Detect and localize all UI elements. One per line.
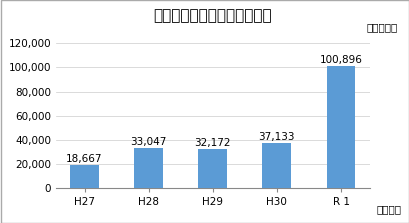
- Bar: [134, 148, 163, 188]
- Title: ふるさと新潟応援寄付金実績: ふるさと新潟応援寄付金実績: [153, 8, 272, 23]
- Text: 37,133: 37,133: [258, 132, 294, 142]
- Text: 100,896: 100,896: [319, 55, 362, 65]
- Bar: [326, 66, 355, 188]
- Bar: [262, 143, 291, 188]
- Text: 18,667: 18,667: [66, 154, 103, 164]
- Text: 33,047: 33,047: [130, 136, 166, 147]
- Text: （年度）: （年度）: [376, 205, 401, 215]
- Text: 32,172: 32,172: [194, 138, 230, 148]
- Text: 単位：千円: 単位：千円: [366, 22, 397, 32]
- Bar: [70, 165, 99, 188]
- Bar: [198, 149, 227, 188]
